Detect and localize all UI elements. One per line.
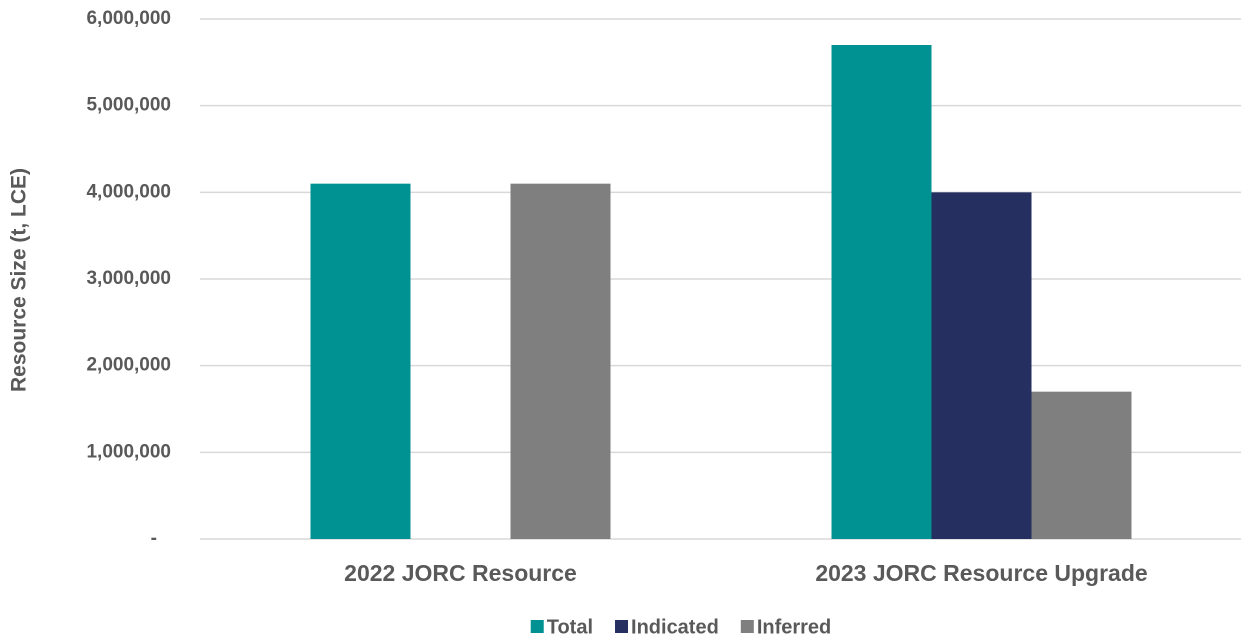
legend-swatch [530,620,544,633]
bar [931,192,1032,540]
y-tick-label: 5,000,000 [86,95,171,116]
y-tick-label: 1,000,000 [86,441,171,462]
legend-swatch [740,620,754,633]
y-tick-label: 6,000,000 [86,8,171,29]
legend-label: Total [547,616,593,638]
y-tick-label: - [151,528,157,549]
bar [310,183,411,539]
bar [831,45,932,539]
legend-swatch [615,620,629,633]
bar [510,183,611,539]
legend-label: Inferred [757,616,831,638]
x-tick-label: 2022 JORC Resource [344,560,577,586]
y-tick-label: 4,000,000 [86,181,171,202]
legend-label: Indicated [631,616,719,638]
y-tick-label: 3,000,000 [86,268,171,289]
y-tick-label: 2,000,000 [86,355,171,376]
bar [1031,391,1132,539]
x-tick-label: 2023 JORC Resource Upgrade [815,560,1147,586]
y-axis-title: Resource Size (t, LCE) [8,168,31,392]
